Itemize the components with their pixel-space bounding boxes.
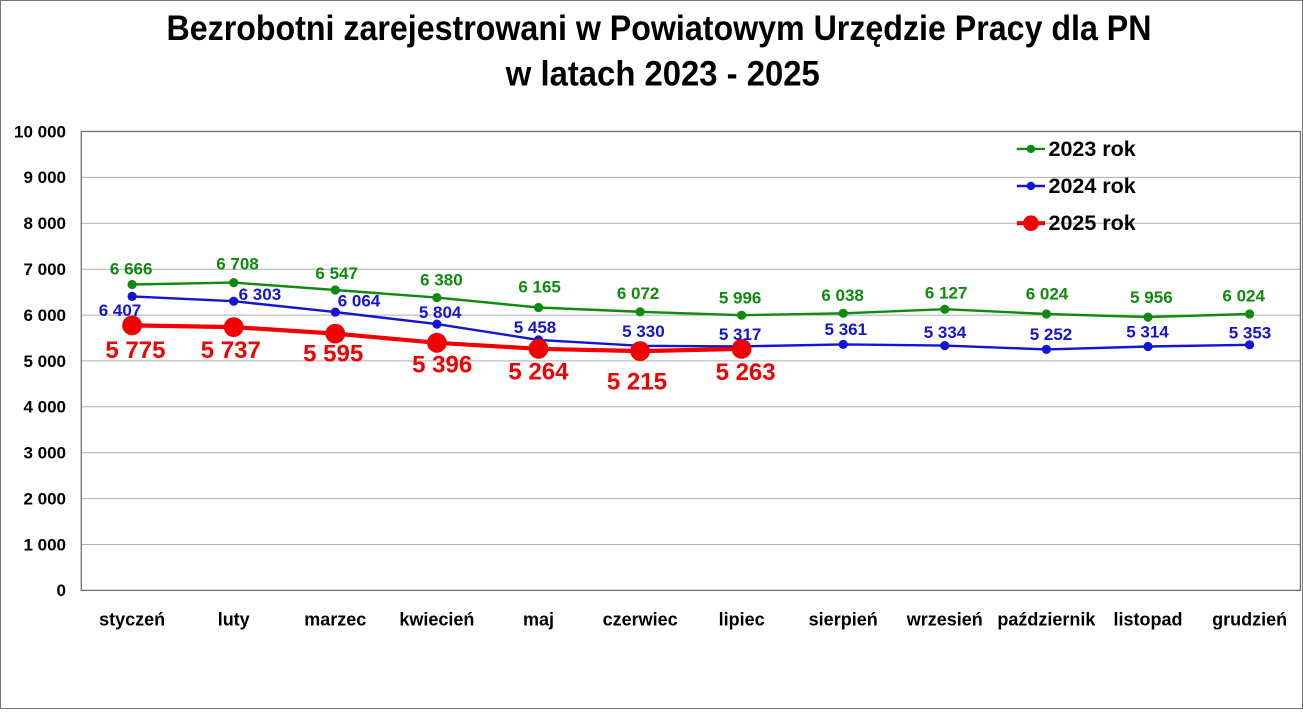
svg-text:6 165: 6 165	[518, 278, 561, 297]
svg-text:czerwiec: czerwiec	[603, 609, 678, 629]
svg-text:3 000: 3 000	[23, 444, 66, 463]
svg-text:5 737: 5 737	[201, 337, 261, 364]
svg-text:5 000: 5 000	[23, 352, 66, 371]
svg-text:5 263: 5 263	[716, 359, 776, 386]
svg-text:listopad: listopad	[1113, 609, 1182, 629]
svg-text:5 353: 5 353	[1229, 324, 1272, 343]
svg-text:6 407: 6 407	[99, 301, 142, 320]
svg-text:5 314: 5 314	[1126, 322, 1169, 341]
svg-text:sierpień: sierpień	[809, 609, 878, 629]
svg-text:6 547: 6 547	[315, 264, 358, 283]
svg-text:2 000: 2 000	[23, 489, 66, 508]
svg-text:9 000: 9 000	[23, 168, 66, 187]
svg-text:5 361: 5 361	[825, 320, 868, 339]
svg-text:5 317: 5 317	[719, 325, 762, 344]
svg-text:5 775: 5 775	[105, 337, 165, 364]
svg-text:w latach 2023 - 2025: w latach 2023 - 2025	[505, 55, 820, 94]
svg-text:5 264: 5 264	[508, 358, 569, 385]
svg-text:6 024: 6 024	[1222, 287, 1265, 306]
svg-text:5 334: 5 334	[924, 323, 967, 342]
svg-text:5 956: 5 956	[1130, 288, 1173, 307]
svg-text:6 708: 6 708	[216, 255, 259, 274]
svg-text:5 330: 5 330	[622, 322, 665, 341]
svg-text:2024 rok: 2024 rok	[1049, 174, 1136, 198]
svg-text:grudzień: grudzień	[1212, 609, 1287, 629]
svg-text:5 396: 5 396	[412, 351, 472, 378]
svg-text:5 252: 5 252	[1030, 325, 1073, 344]
svg-text:lipiec: lipiec	[719, 609, 765, 629]
svg-text:2025 rok: 2025 rok	[1049, 211, 1136, 235]
svg-text:6 000: 6 000	[23, 306, 66, 325]
svg-text:kwiecień: kwiecień	[399, 609, 474, 629]
svg-text:0: 0	[57, 581, 66, 600]
svg-text:5 996: 5 996	[719, 289, 762, 308]
svg-text:6 127: 6 127	[925, 283, 968, 302]
svg-text:5 804: 5 804	[419, 303, 462, 322]
svg-text:7 000: 7 000	[23, 260, 66, 279]
svg-text:2023 rok: 2023 rok	[1049, 137, 1136, 161]
svg-text:6 024: 6 024	[1026, 285, 1069, 304]
svg-text:5 595: 5 595	[303, 340, 363, 367]
svg-text:6 303: 6 303	[239, 285, 282, 304]
svg-text:6 064: 6 064	[338, 291, 381, 310]
svg-text:październik: październik	[997, 609, 1096, 629]
svg-text:5 458: 5 458	[514, 318, 557, 337]
svg-text:6 038: 6 038	[821, 286, 864, 305]
svg-text:5 215: 5 215	[607, 368, 667, 395]
svg-text:wrzesień: wrzesień	[906, 609, 983, 629]
svg-text:1 000: 1 000	[23, 535, 66, 554]
svg-text:6 666: 6 666	[110, 259, 153, 278]
svg-text:styczeń: styczeń	[99, 609, 165, 629]
svg-text:maj: maj	[523, 609, 554, 629]
svg-text:6 072: 6 072	[617, 284, 660, 303]
svg-text:luty: luty	[218, 609, 250, 629]
svg-text:marzec: marzec	[304, 609, 366, 629]
svg-text:4 000: 4 000	[23, 398, 66, 417]
svg-text:Bezrobotni zarejestrowani w Po: Bezrobotni zarejestrowani w Powiatowym U…	[167, 9, 1152, 48]
svg-text:10 000: 10 000	[14, 122, 66, 141]
svg-text:6 380: 6 380	[420, 270, 463, 289]
svg-text:8 000: 8 000	[23, 214, 66, 233]
